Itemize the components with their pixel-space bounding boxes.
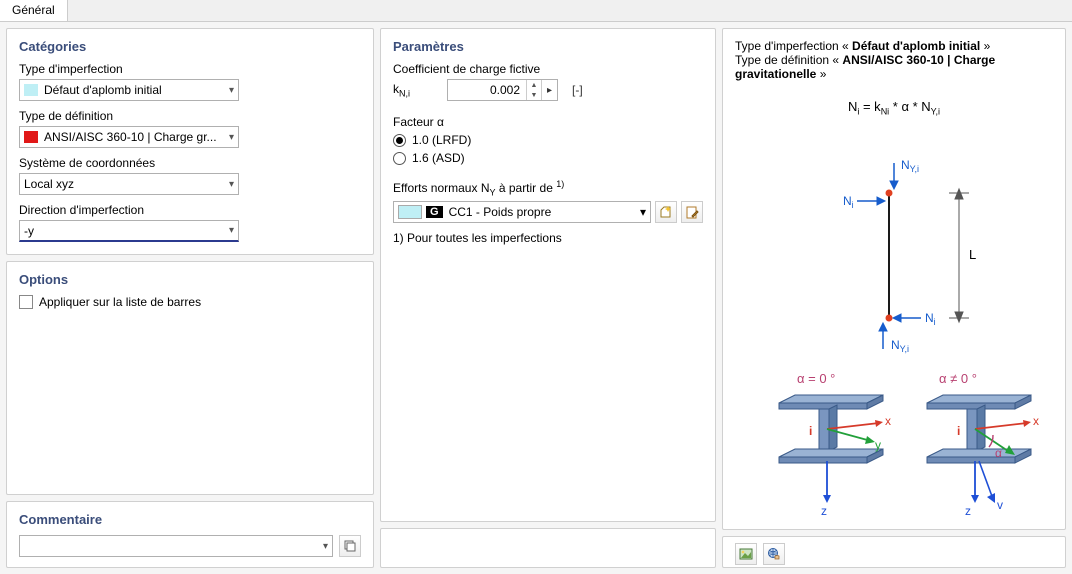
commentaire-panel: Commentaire ▾: [6, 501, 374, 568]
factor-option-0-label: 1.0 (LRFD): [412, 133, 471, 147]
apply-list-checkbox[interactable]: [19, 295, 33, 309]
coord-system-label: Système de coordonnées: [19, 156, 361, 170]
svg-text:i: i: [957, 424, 960, 438]
globe-hand-icon: [767, 547, 781, 561]
commentaire-title: Commentaire: [19, 512, 361, 527]
factor-option-0[interactable]: 1.0 (LRFD): [393, 133, 703, 147]
definition-type-swatch: [24, 131, 38, 143]
svg-text:x: x: [1033, 414, 1039, 428]
imperfection-type-swatch: [24, 84, 38, 96]
efforts-select[interactable]: G CC1 - Poids propre ▾: [393, 201, 651, 223]
coeff-symbol: kN,i: [393, 82, 439, 98]
diagram-globe-button[interactable]: [763, 543, 785, 565]
edit-file-icon: [685, 205, 699, 219]
radio-icon: [393, 152, 406, 165]
svg-text:z: z: [821, 504, 827, 518]
right-column: Type d'imperfection « Défaut d'aplomb in…: [722, 28, 1066, 568]
svg-text:L: L: [969, 247, 976, 262]
chevron-down-icon: ▾: [229, 132, 234, 143]
coord-system-value: Local xyz: [24, 177, 225, 191]
factor-option-1-label: 1.6 (ASD): [412, 151, 465, 165]
coeff-step-up[interactable]: ▲: [527, 80, 541, 90]
chevron-down-icon: ▾: [229, 179, 234, 190]
coeff-label: Coefficient de charge fictive: [393, 62, 703, 76]
svg-text:α ≠ 0 °: α ≠ 0 °: [939, 371, 977, 386]
chevron-down-icon: ▾: [229, 85, 234, 96]
imperfection-type-select[interactable]: Défaut d'aplomb initial ▾: [19, 79, 239, 101]
commentaire-copy-button[interactable]: [339, 535, 361, 557]
svg-text:Ni: Ni: [925, 311, 936, 327]
svg-text:Ni: Ni: [843, 194, 854, 210]
imperfection-type-value: Défaut d'aplomb initial: [44, 83, 225, 97]
coeff-extra-button[interactable]: ▸: [541, 80, 557, 100]
svg-text:x: x: [885, 414, 891, 428]
coeff-unit: [-]: [572, 83, 583, 97]
svg-text:NY,i: NY,i: [891, 338, 909, 354]
direction-label: Direction d'imperfection: [19, 203, 361, 217]
categories-panel: Catégories Type d'imperfection Défaut d'…: [6, 28, 374, 255]
factor-option-1[interactable]: 1.6 (ASD): [393, 151, 703, 165]
factor-label: Facteur α: [393, 115, 703, 129]
efforts-new-button[interactable]: [655, 201, 677, 223]
right-bottom-panel: [722, 536, 1066, 568]
diagram-formula: Ni = kNi * α * NY,i: [735, 99, 1053, 117]
commentaire-select[interactable]: ▾: [19, 535, 333, 557]
options-panel: Options Appliquer sur la liste de barres: [6, 261, 374, 495]
apply-list-checkbox-row[interactable]: Appliquer sur la liste de barres: [19, 295, 361, 309]
tab-general[interactable]: Général: [0, 0, 68, 21]
picture-icon: [739, 547, 753, 561]
efforts-edit-button[interactable]: [681, 201, 703, 223]
svg-text:NY,i: NY,i: [901, 158, 919, 174]
radio-icon: [393, 134, 406, 147]
svg-text:v: v: [997, 498, 1003, 512]
tab-bar: Général: [0, 0, 1072, 22]
direction-select[interactable]: -y ▾: [19, 220, 239, 242]
coeff-value[interactable]: 0.002: [448, 83, 526, 97]
params-panel: Paramètres Coefficient de charge fictive…: [380, 28, 716, 522]
categories-title: Catégories: [19, 39, 361, 54]
diagram-panel: Type d'imperfection « Défaut d'aplomb in…: [722, 28, 1066, 530]
coeff-step-down[interactable]: ▼: [527, 90, 541, 100]
efforts-note: 1) Pour toutes les imperfections: [393, 231, 703, 245]
coeff-row: kN,i 0.002 ▲ ▼ ▸ [-]: [393, 79, 703, 101]
diagram-svg: NY,i Ni L: [739, 123, 1049, 523]
svg-text:y: y: [875, 438, 881, 452]
svg-text:α: α: [995, 446, 1002, 460]
efforts-value: CC1 - Poids propre: [449, 205, 640, 219]
coord-system-select[interactable]: Local xyz ▾: [19, 173, 239, 195]
diagram-header-1: Type d'imperfection « Défaut d'aplomb in…: [735, 39, 1053, 53]
diagram-header-2: Type de définition « ANSI/AISC 360-10 | …: [735, 53, 1053, 81]
efforts-swatch: [398, 205, 422, 219]
middle-column: Paramètres Coefficient de charge fictive…: [380, 28, 716, 568]
svg-text:z: z: [965, 504, 971, 518]
diagram-image-button[interactable]: [735, 543, 757, 565]
definition-type-value: ANSI/AISC 360-10 | Charge gr...: [44, 130, 225, 144]
svg-text:i: i: [809, 424, 812, 438]
left-column: Catégories Type d'imperfection Défaut d'…: [6, 28, 374, 568]
middle-bottom-panel: [380, 528, 716, 568]
chevron-down-icon: ▾: [229, 225, 234, 236]
main-area: Catégories Type d'imperfection Défaut d'…: [0, 22, 1072, 574]
apply-list-label: Appliquer sur la liste de barres: [39, 295, 201, 309]
definition-type-select[interactable]: ANSI/AISC 360-10 | Charge gr... ▾: [19, 126, 239, 148]
direction-value: -y: [24, 224, 225, 238]
efforts-label: Efforts normaux NY à partir de 1): [393, 179, 703, 197]
coeff-spinner[interactable]: 0.002 ▲ ▼ ▸: [447, 79, 558, 101]
copy-icon: [343, 539, 357, 553]
params-title: Paramètres: [393, 39, 703, 54]
chevron-down-icon: ▾: [323, 541, 328, 552]
svg-text:α = 0 °: α = 0 °: [797, 371, 835, 386]
imperfection-type-label: Type d'imperfection: [19, 62, 361, 76]
options-title: Options: [19, 272, 361, 287]
definition-type-label: Type de définition: [19, 109, 361, 123]
sparkle-new-icon: [659, 205, 673, 219]
chevron-down-icon: ▾: [640, 205, 646, 219]
efforts-g-badge: G: [426, 206, 443, 218]
